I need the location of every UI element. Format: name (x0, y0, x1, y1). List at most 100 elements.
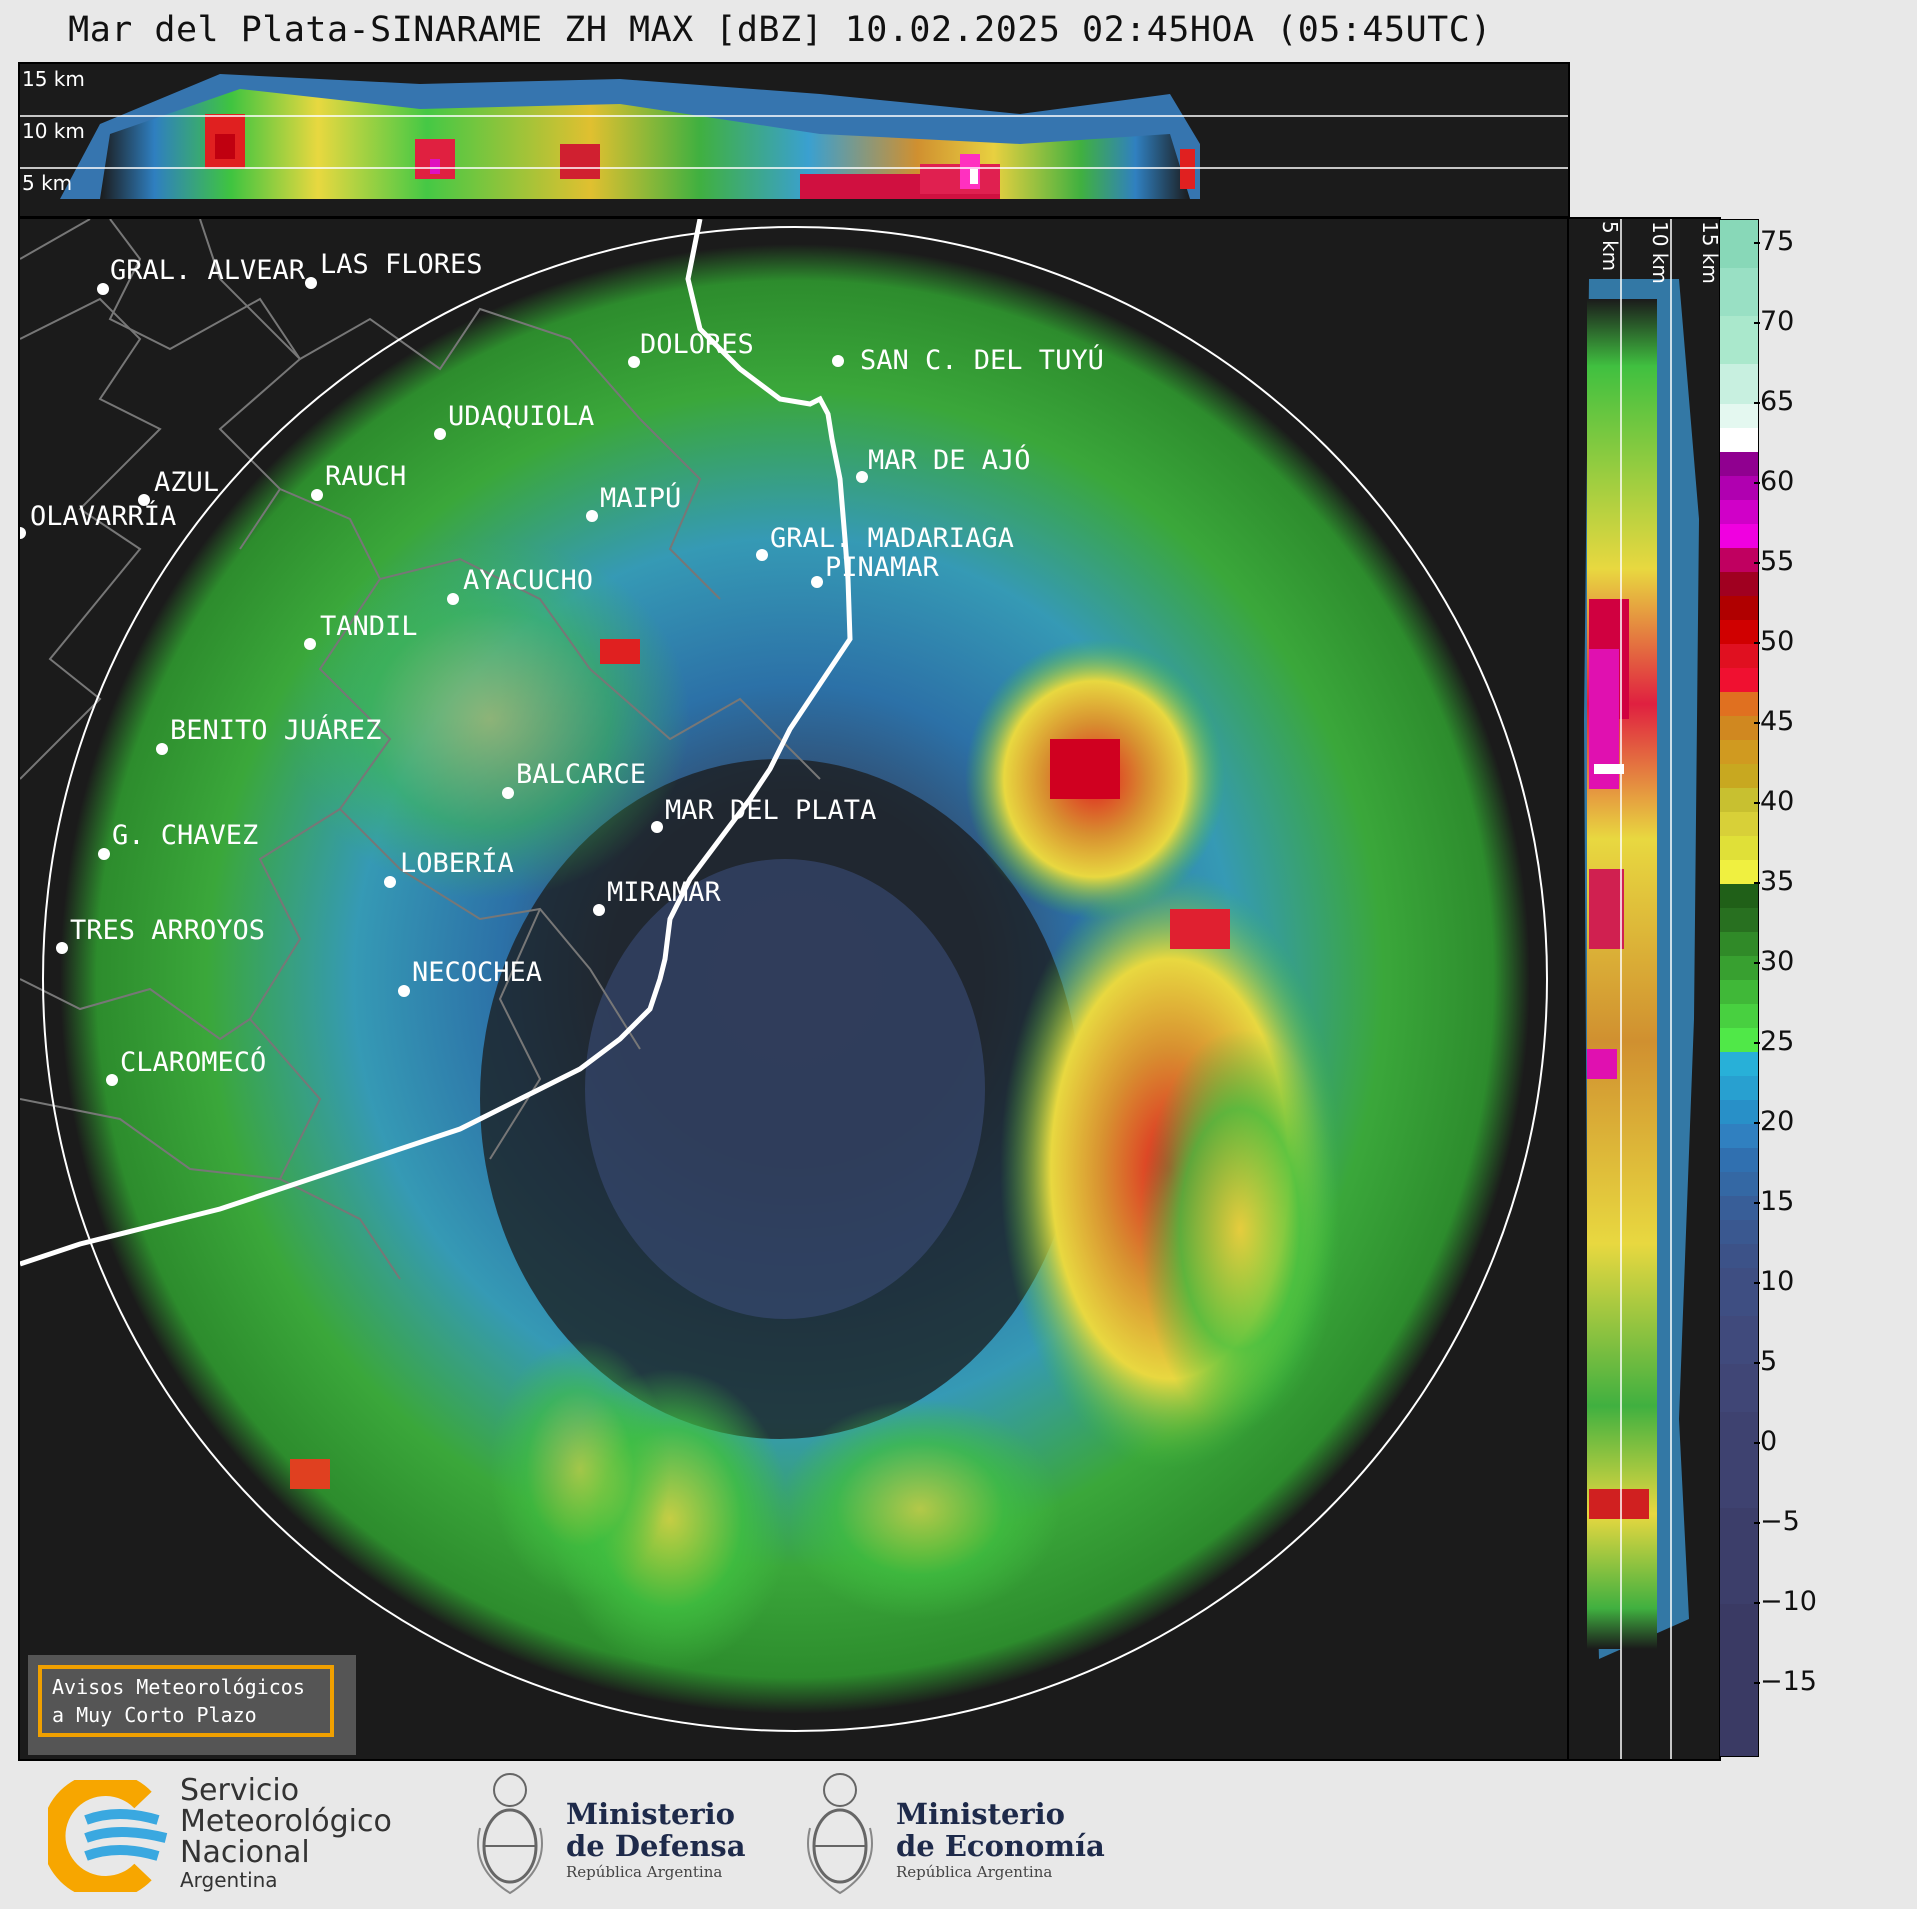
smn-name: Servicio Meteorológico Nacional Argentin… (180, 1775, 392, 1892)
city-marker: PINAMAR (811, 552, 940, 588)
city-marker: MAIPÚ (586, 482, 681, 522)
city-dot (398, 985, 410, 997)
colorbar-tick-label: 70 (1753, 306, 1795, 337)
city-marker: LOBERÍA (384, 847, 514, 888)
city-label: GRAL. MADARIAGA (770, 523, 1014, 554)
city-dot (311, 489, 323, 501)
city-label: OLAVARRÍA (30, 500, 176, 532)
colorbar-tick-label: 10 (1753, 1266, 1795, 1297)
city-dot (106, 1074, 118, 1086)
defensa-line-2: de Defensa (566, 1829, 746, 1863)
defensa-line-3: República Argentina (566, 1863, 723, 1881)
economia-line-1: Ministerio (896, 1797, 1066, 1831)
range-ring (42, 226, 1548, 1732)
economia-coat-of-arms-icon (807, 1773, 873, 1895)
city-marker: GRAL. ALVEAR (97, 255, 306, 295)
city-marker: OLAVARRÍA (20, 500, 176, 539)
city-label: AZUL (154, 467, 219, 498)
city-marker: GRAL. MADARIAGA (756, 523, 1014, 561)
top-height-label-10: 10 km (22, 119, 85, 143)
city-label: LAS FLORES (320, 249, 483, 280)
colorbar-tick-label: −10 (1754, 1586, 1817, 1617)
city-marker: NECOCHEA (398, 957, 542, 997)
top-cross-section: 15 km 10 km 5 km (20, 67, 1568, 199)
city-label: NECOCHEA (412, 957, 542, 988)
city-label: TANDIL (320, 611, 418, 642)
city-label: MIRAMAR (607, 877, 722, 908)
colorbar-tick-label: 55 (1753, 546, 1795, 577)
city-label: MAIPÚ (600, 482, 681, 514)
city-dot (593, 904, 605, 916)
colorbar-tick-label: 45 (1753, 706, 1795, 737)
coastline (20, 219, 853, 1267)
city-dot (305, 277, 317, 289)
city-dot (98, 848, 110, 860)
city-dot (628, 356, 640, 368)
city-dot (832, 355, 844, 367)
colorbar-tick-label: 50 (1753, 626, 1795, 657)
city-dot (447, 593, 459, 605)
colorbar-tick-label: 40 (1753, 786, 1795, 817)
province-borders (20, 219, 821, 1280)
city-dot (756, 549, 768, 561)
top-height-label-5: 5 km (22, 171, 72, 195)
city-marker: RAUCH (311, 461, 406, 501)
city-marker: DOLORES (628, 329, 754, 368)
city-dot (20, 527, 26, 539)
footer: Servicio Meteorológico Nacional Argentin… (0, 1760, 1917, 1909)
city-dot (586, 510, 598, 522)
defensa-line-1: Ministerio (566, 1797, 736, 1831)
smn-line-3: Nacional (180, 1835, 310, 1870)
city-markers: GRAL. ALVEAR LAS FLORES DOLORES SAN C. DEL … (20, 249, 1104, 1086)
city-dot (156, 743, 168, 755)
city-dot (384, 876, 396, 888)
colorbar-tick-label: 35 (1753, 866, 1795, 897)
city-dot (651, 821, 663, 833)
city-marker: AYACUCHO (447, 565, 593, 605)
colorbar-tick-label: 60 (1753, 466, 1795, 497)
city-dot (434, 428, 446, 440)
radar-map-panel: GRAL. ALVEAR LAS FLORES DOLORES SAN C. DEL … (18, 217, 1570, 1761)
city-dot (502, 787, 514, 799)
warning-box[interactable]: Avisos Meteorológicos a Muy Corto Plazo (28, 1655, 356, 1755)
colorbar-tick-label: 75 (1753, 226, 1795, 257)
reflectivity-echoes (60, 244, 1530, 1714)
city-marker: BENITO JUÁREZ (156, 714, 381, 755)
top-height-label-15: 15 km (22, 67, 85, 91)
city-label: LOBERÍA (400, 847, 514, 879)
city-marker: MAR DEL PLATA (651, 795, 876, 833)
side-cross-section: 5 km 10 km 15 km (1584, 219, 1719, 1759)
warning-box-inner[interactable]: Avisos Meteorológicos a Muy Corto Plazo (38, 1665, 334, 1737)
city-dot (97, 283, 109, 295)
defensa-name: Ministerio de Defensa República Argentin… (566, 1798, 746, 1882)
city-label: DOLORES (640, 329, 754, 360)
radar-map: GRAL. ALVEAR LAS FLORES DOLORES SAN C. DEL … (20, 219, 1548, 1732)
city-label: TRES ARROYOS (70, 915, 265, 946)
city-label: MAR DEL PLATA (665, 795, 876, 826)
side-height-label-10: 10 km (1648, 221, 1672, 284)
colorbar-tick-label: −15 (1754, 1666, 1817, 1697)
city-label: GRAL. ALVEAR (110, 255, 306, 286)
city-label: BENITO JUÁREZ (170, 714, 381, 746)
page-title: Mar del Plata-SINARAME ZH MAX [dBZ] 10.0… (68, 10, 1492, 50)
colorbar-tick-label: 30 (1753, 946, 1795, 977)
warning-line-1: Avisos Meteorológicos (52, 1675, 305, 1699)
city-label: MAR DE AJÓ (868, 444, 1031, 476)
colorbar-tick-label: 15 (1753, 1186, 1795, 1217)
dbz-colorbar (1719, 219, 1759, 1757)
city-marker: CLAROMECÓ (106, 1046, 266, 1086)
city-label: SAN C. DEL TUYÚ (860, 344, 1104, 376)
city-marker: UDAQUIOLA (434, 401, 594, 440)
city-label: PINAMAR (825, 552, 940, 583)
colorbar-tick-label: 0 (1753, 1426, 1778, 1457)
city-dot (56, 942, 68, 954)
colorbar-tick-label: −5 (1754, 1506, 1800, 1537)
city-marker: MAR DE AJÓ (856, 444, 1031, 483)
colorbar-tick-label: 5 (1753, 1346, 1778, 1377)
city-label: G. CHAVEZ (112, 820, 258, 851)
city-marker: BALCARCE (502, 759, 646, 799)
defensa-coat-of-arms-icon (477, 1773, 543, 1895)
city-dot (811, 576, 823, 588)
city-marker: TRES ARROYOS (56, 915, 265, 954)
city-dot (138, 494, 150, 506)
